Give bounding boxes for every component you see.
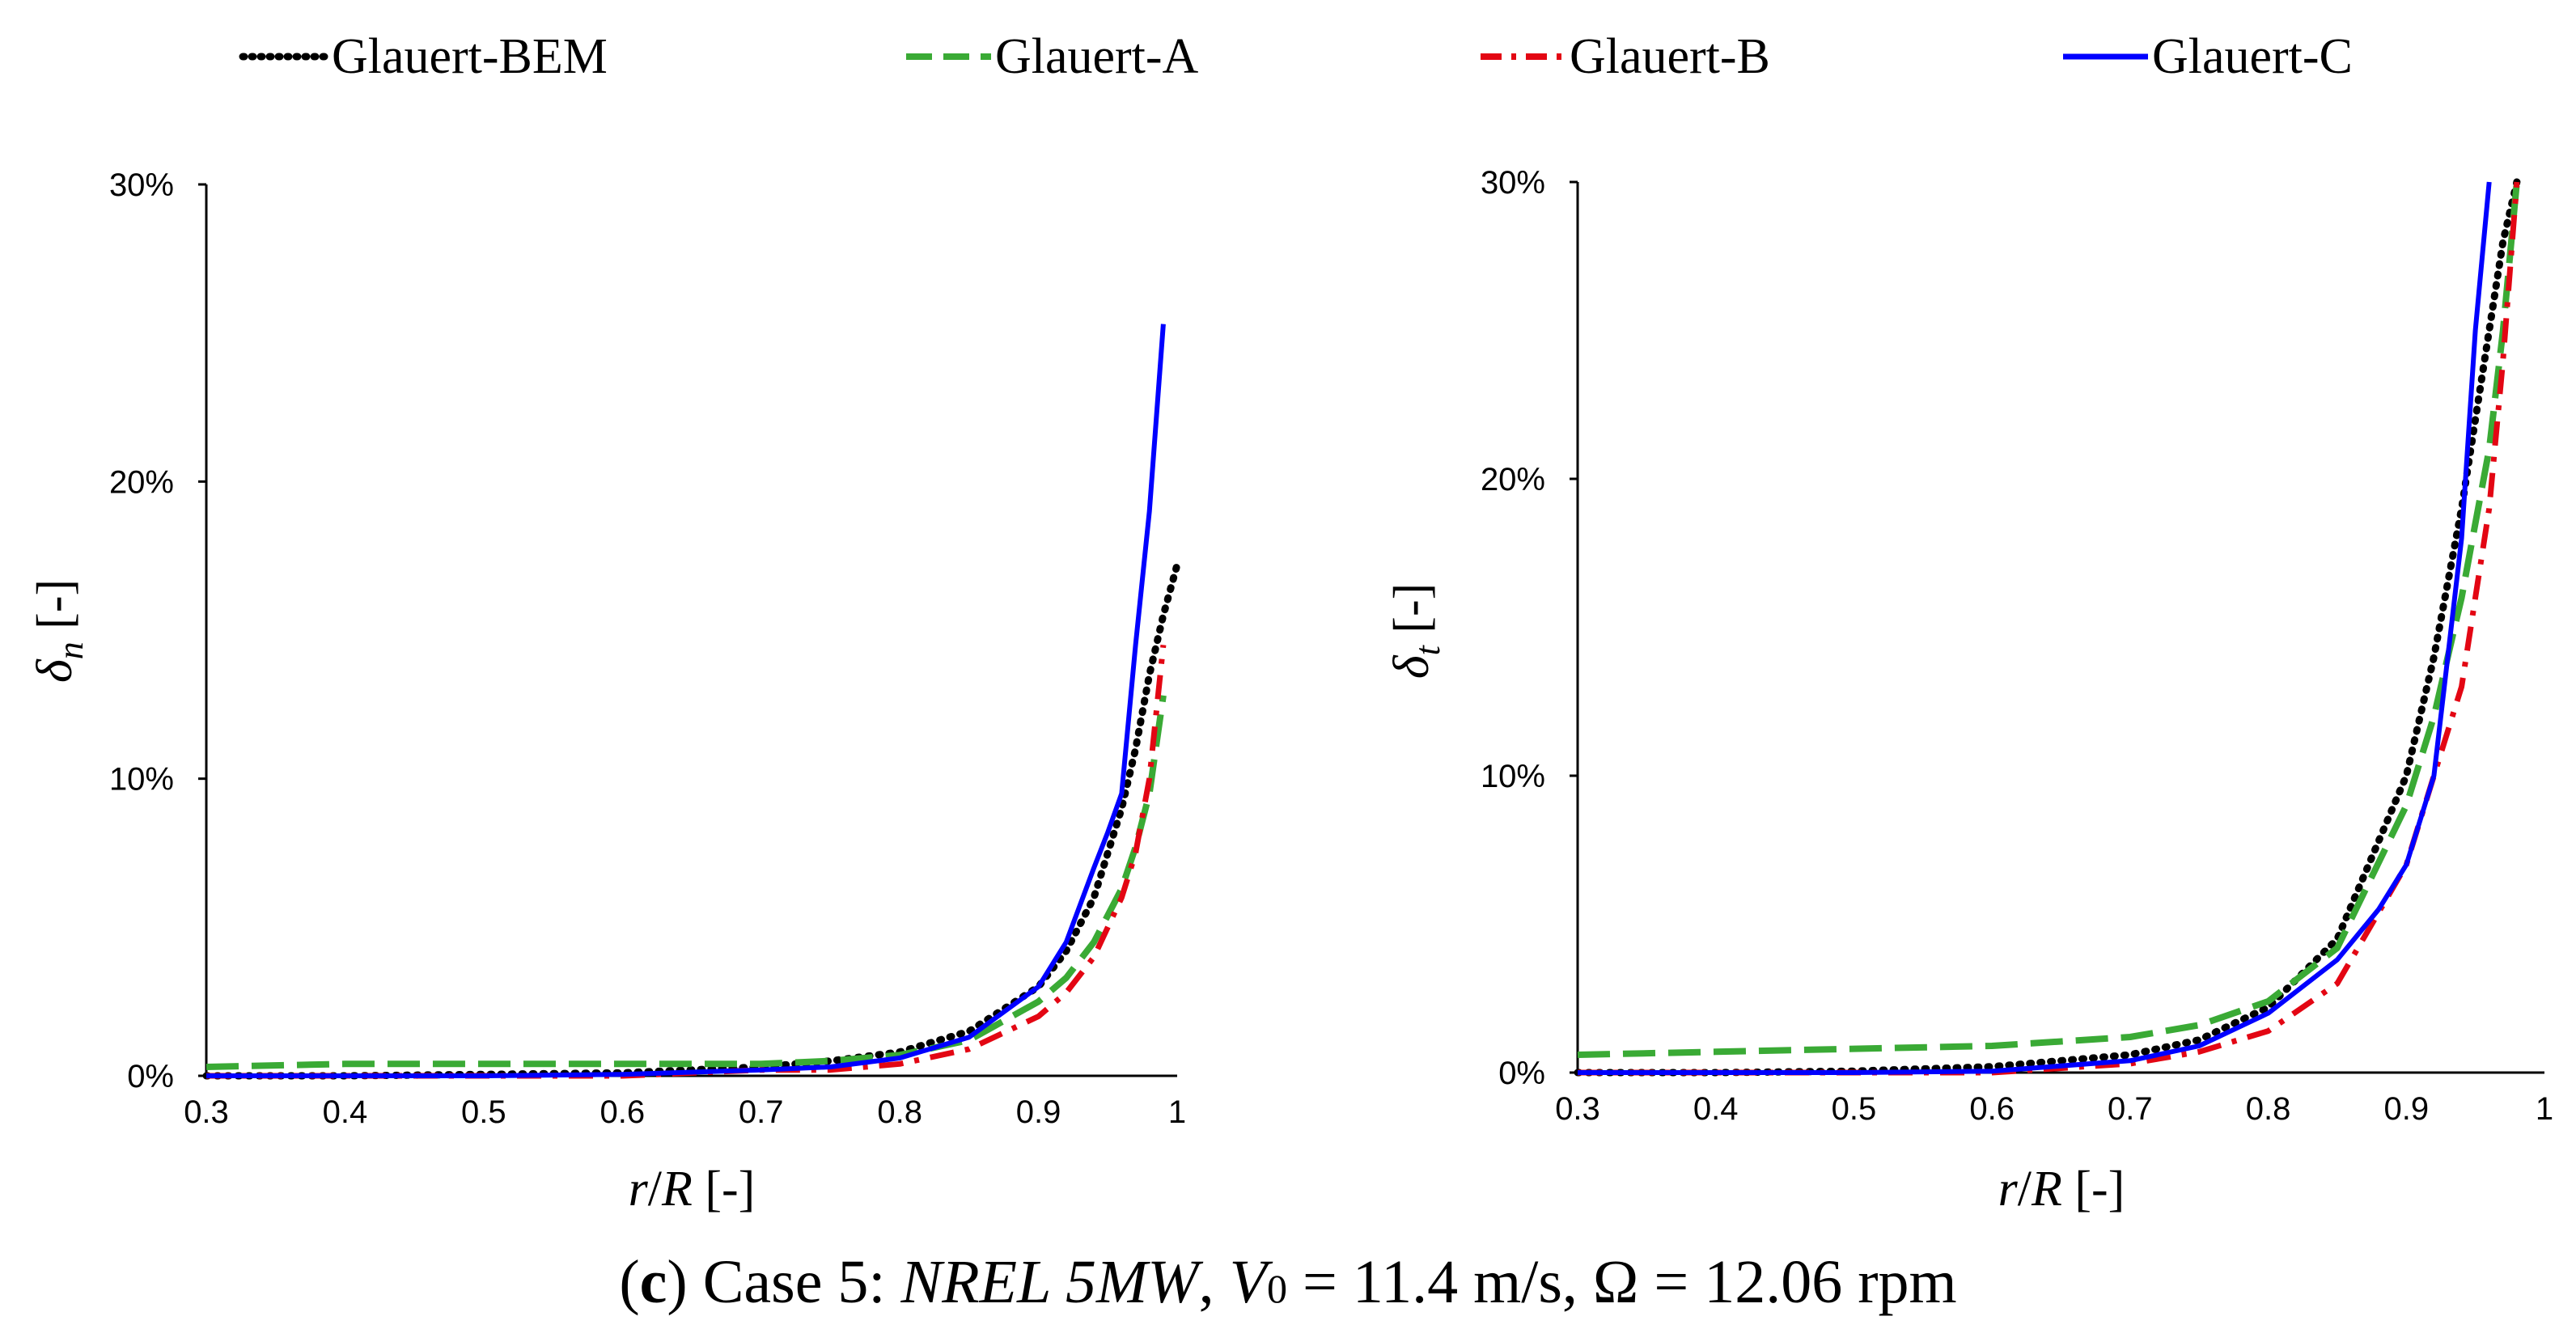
series-line-glauert-b-right bbox=[1578, 181, 2520, 1076]
legend-item-glauert-b: Glauert-B bbox=[1481, 29, 1770, 84]
x-tick-label-right: 0.6 bbox=[1969, 1091, 2015, 1127]
chart-left: 0.3 0.4 0.5 0.6 0.7 0.8 0.9 10%10%20%30% δn [-]… bbox=[28, 167, 1186, 1217]
y-axis-label-left: δn [-] bbox=[28, 579, 91, 683]
x-tick-label-left: 1 bbox=[1168, 1094, 1186, 1130]
figure-caption: (c) Case 5: NREL 5MW, V0 = 11.4 m/s, Ω =… bbox=[619, 1248, 1956, 1316]
legend-item-glauert-c: Glauert-C bbox=[2063, 29, 2353, 84]
legend-label-glauert-a: Glauert-A bbox=[995, 29, 1199, 84]
tick-labels-left: 0.3 0.4 0.5 0.6 0.7 0.8 0.9 10%10%20%30% bbox=[109, 167, 1186, 1130]
legend-label-glauert-c: Glauert-C bbox=[2152, 29, 2353, 84]
legend-item-glauert-bem: Glauert-BEM bbox=[239, 29, 608, 84]
legend-label-glauert-bem: Glauert-BEM bbox=[332, 29, 608, 84]
legend: Glauert-BEM Glauert-A Glauert-B Glauert-… bbox=[239, 29, 2353, 84]
series-left bbox=[202, 324, 1181, 1080]
x-axis-label-left: r/R [-] bbox=[629, 1162, 756, 1217]
x-tick-label-right: 1 bbox=[2536, 1091, 2553, 1127]
y-tick-label-left: 10% bbox=[109, 762, 174, 798]
x-tick-label-left: 0.3 bbox=[184, 1094, 229, 1130]
y-tick-label-right: 20% bbox=[1481, 462, 1545, 497]
series-line-glauert-a-left bbox=[205, 695, 1167, 1070]
x-tick-label-left: 0.8 bbox=[877, 1094, 922, 1130]
x-tick-label-left: 0.6 bbox=[600, 1094, 645, 1130]
x-tick-label-left: 0.4 bbox=[323, 1094, 368, 1130]
x-axis-label-right: r/R [-] bbox=[1998, 1162, 2125, 1217]
y-tick-label-right: 10% bbox=[1481, 759, 1545, 794]
series-right bbox=[1574, 178, 2521, 1077]
y-tick-label-right: 0% bbox=[1498, 1056, 1545, 1091]
chart-right: 0.3 0.4 0.5 0.6 0.7 0.8 0.9 10%10%20%30% δt [-]… bbox=[1384, 165, 2553, 1217]
x-tick-label-right: 0.3 bbox=[1555, 1091, 1600, 1127]
series-line-glauert-c-right bbox=[1578, 181, 2492, 1075]
series-line-glauert-c-left bbox=[206, 324, 1166, 1078]
series-line-glauert-a-right bbox=[1577, 181, 2520, 1058]
series-line-glauert-bem-right bbox=[1574, 178, 2521, 1077]
y-tick-label-left: 0% bbox=[127, 1059, 174, 1094]
x-tick-label-right: 0.4 bbox=[1693, 1091, 1739, 1127]
x-tick-label-left: 0.7 bbox=[739, 1094, 784, 1130]
y-tick-label-right: 30% bbox=[1481, 165, 1545, 201]
x-tick-label-left: 0.5 bbox=[461, 1094, 506, 1130]
y-axis-label-right: δt [-] bbox=[1384, 583, 1447, 679]
x-tick-label-right: 0.7 bbox=[2108, 1091, 2153, 1127]
legend-label-glauert-b: Glauert-B bbox=[1570, 29, 1770, 84]
y-tick-label-left: 30% bbox=[109, 167, 174, 203]
legend-item-glauert-a: Glauert-A bbox=[906, 29, 1199, 84]
tick-labels-right: 0.3 0.4 0.5 0.6 0.7 0.8 0.9 10%10%20%30% bbox=[1481, 165, 2553, 1127]
x-tick-label-right: 0.8 bbox=[2246, 1091, 2291, 1127]
x-tick-label-right: 0.5 bbox=[1832, 1091, 1877, 1127]
x-tick-label-left: 0.9 bbox=[1016, 1094, 1061, 1130]
series-line-glauert-bem-left bbox=[202, 561, 1181, 1080]
y-tick-label-left: 20% bbox=[109, 464, 174, 500]
x-tick-label-right: 0.9 bbox=[2383, 1091, 2429, 1127]
